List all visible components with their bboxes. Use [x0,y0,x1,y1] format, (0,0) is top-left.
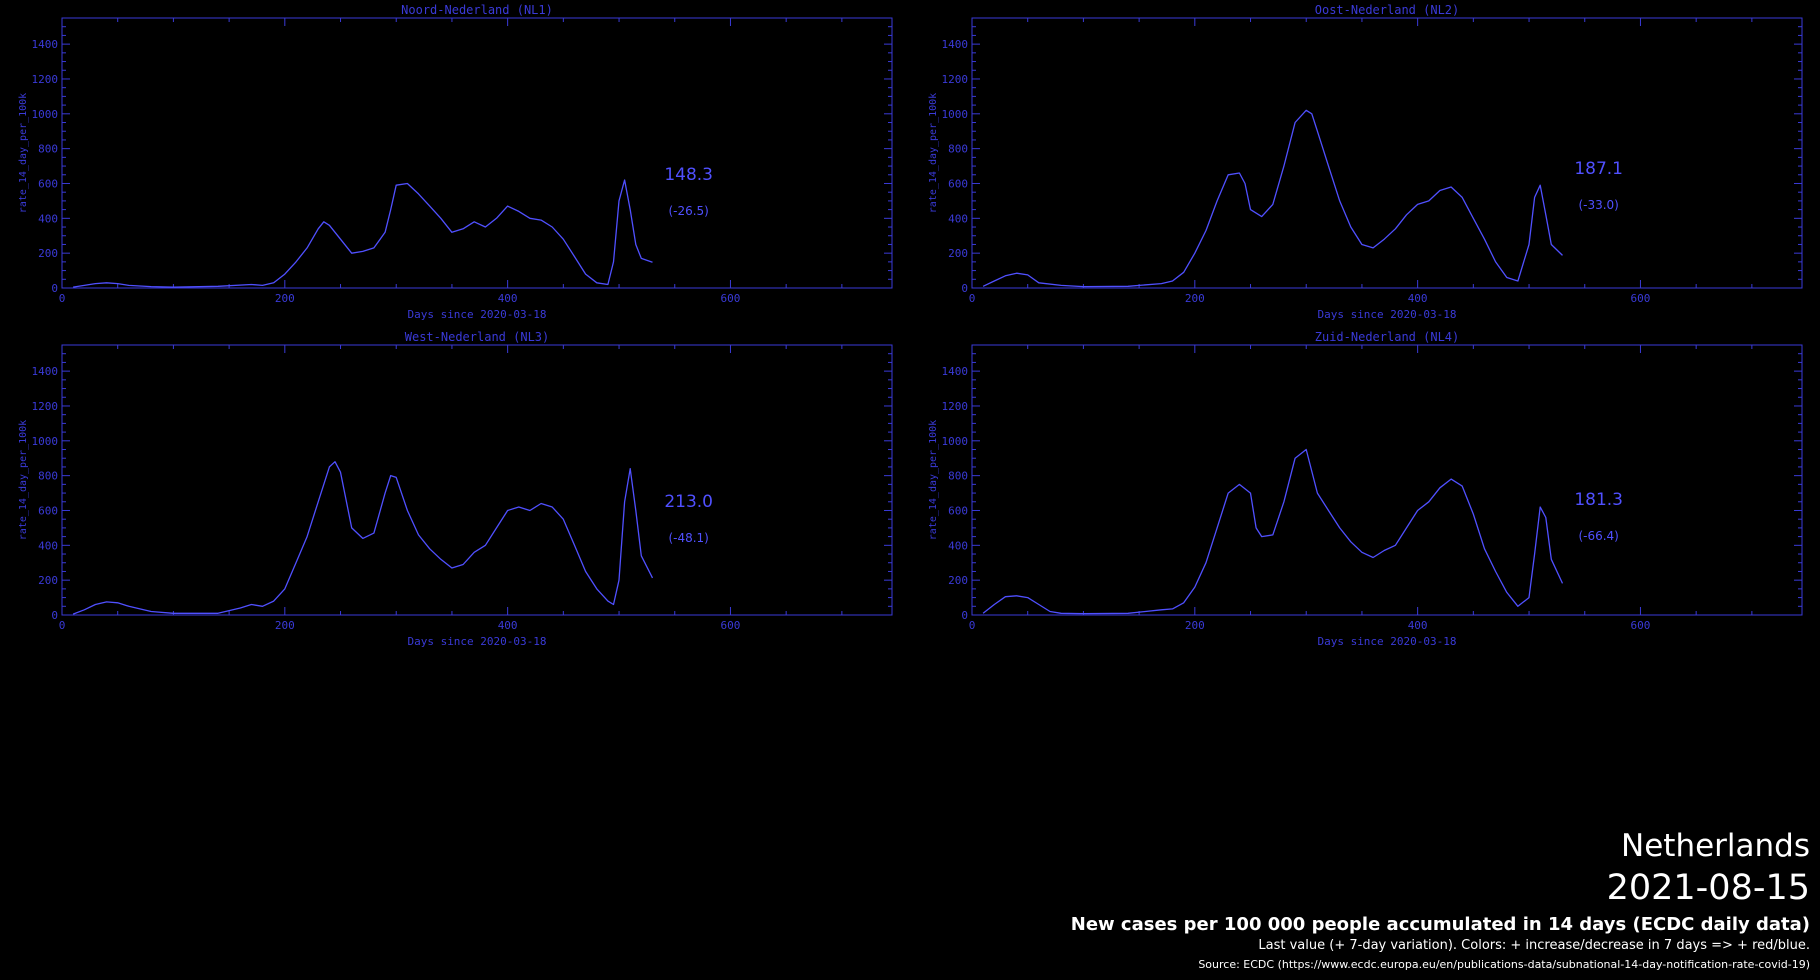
chart-3-title: West-Nederland (NL3) [405,330,550,344]
chart-3-ytick-label: 200 [38,574,58,587]
chart-grid: Noord-Nederland (NL1) Days since 2020-03-… [18,3,1803,648]
chart-3-last-value: 213.0 [664,492,713,512]
chart-1-ytick-label: 1200 [32,73,59,86]
chart-2-ytick-label: 600 [948,177,968,190]
chart-1-last-value: 148.3 [664,165,713,185]
chart-2-series-line [982,109,1563,288]
chart-1-xtick-label: 600 [721,292,741,305]
chart-1-ytick-label: 400 [38,212,58,225]
chart-3-ytick-label: 0 [51,609,58,622]
chart-3-xtick-label: 600 [721,619,741,632]
chart-4-ytick-label: 1200 [942,400,969,413]
chart-4-ytick-label: 200 [948,574,968,587]
chart-2-title: Oost-Nederland (NL2) [1315,3,1460,17]
chart-4-xtick-label: 200 [1185,619,1205,632]
chart-2-ytick-label: 1200 [942,73,969,86]
chart-3-series-line [72,461,654,615]
chart-1-ytick-label: 800 [38,143,58,156]
chart-2-variation: (-33.0) [1578,198,1618,212]
chart-4-xlabel: Days since 2020-03-18 [1317,635,1456,648]
chart-4-series-line [982,448,1564,615]
chart-3-xtick-label: 200 [275,619,295,632]
chart-1-ytick-label: 600 [38,177,58,190]
chart-2-ytick-label: 1000 [942,108,969,121]
chart-1-xtick-label: 200 [275,292,295,305]
chart-3-xlabel: Days since 2020-03-18 [407,635,546,648]
chart-2-xtick-label: 600 [1631,292,1651,305]
chart-1-ytick-label: 0 [51,282,58,295]
chart-1-xtick-label: 400 [498,292,518,305]
chart-4-last-value: 181.3 [1574,490,1623,510]
chart-1-xlabel: Days since 2020-03-18 [407,308,546,321]
chart-2-ytick-label: 1400 [942,38,969,51]
chart-1-ytick-label: 200 [38,247,58,260]
chart-1-ytick-label: 1000 [32,108,59,121]
chart-2-xtick-label: 400 [1408,292,1428,305]
chart-4-title: Zuid-Nederland (NL4) [1315,330,1460,344]
chart-2-xtick-label: 200 [1185,292,1205,305]
legend-note: Last value (+ 7-day variation). Colors: … [1258,938,1810,953]
chart-3-ytick-label: 800 [38,470,58,483]
chart-4-xtick-label: 600 [1631,619,1651,632]
chart-4-ytick-label: 600 [948,504,968,517]
chart-3-ytick-label: 1400 [32,365,59,378]
chart-2-xtick-label: 0 [969,292,976,305]
chart-2-ytick-label: 800 [948,143,968,156]
chart-3-ytick-label: 1200 [32,400,59,413]
chart-3-xtick-label: 0 [59,619,66,632]
chart-2-ytick-label: 400 [948,212,968,225]
chart-4-xtick-label: 0 [969,619,976,632]
chart-4-ytick-label: 1000 [942,435,969,448]
chart-1-ytick-label: 1400 [32,38,59,51]
chart-1-frame [61,17,893,289]
chart-3-xtick-label: 400 [498,619,518,632]
chart-3-ylabel: rate_14_day_per_100k [18,420,29,540]
chart-4-ytick-label: 0 [961,609,968,622]
chart-3-variation: (-48.1) [668,531,708,545]
chart-1-title: Noord-Nederland (NL1) [401,3,553,17]
chart-2-last-value: 187.1 [1574,159,1623,179]
chart-3-ytick-label: 600 [38,504,58,517]
chart-4-ytick-label: 1400 [942,365,969,378]
report-date: 2021-08-15 [1606,868,1810,908]
chart-4-ytick-label: 800 [948,470,968,483]
chart-3-ytick-label: 1000 [32,435,59,448]
chart-4-ytick-label: 400 [948,539,968,552]
chart-2-ylabel: rate_14_day_per_100k [928,93,939,213]
subtitle: New cases per 100 000 people accumulated… [1070,914,1810,935]
chart-4-frame [971,344,1803,616]
chart-3-ytick-label: 400 [38,539,58,552]
source-note: Source: ECDC (https://www.ecdc.europa.eu… [1198,958,1810,971]
chart-1-xtick-label: 0 [59,292,66,305]
chart-2-ytick-label: 200 [948,247,968,260]
chart-4-variation: (-66.4) [1578,529,1618,543]
chart-1-variation: (-26.5) [668,204,708,218]
chart-2-ytick-label: 0 [961,282,968,295]
chart-2-xlabel: Days since 2020-03-18 [1317,308,1456,321]
chart-1-series-line [73,179,653,288]
chart-3-frame [61,344,893,616]
chart-4-xtick-label: 400 [1408,619,1428,632]
chart-4-ylabel: rate_14_day_per_100k [928,420,939,540]
country-title: Netherlands [1621,828,1810,864]
chart-2-frame [971,17,1803,289]
chart-1-ylabel: rate_14_day_per_100k [18,93,29,213]
